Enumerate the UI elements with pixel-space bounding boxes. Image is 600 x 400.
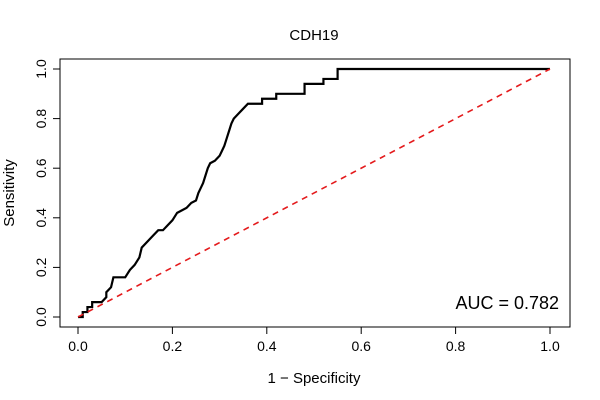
plot-layer: [77, 67, 551, 319]
roc-curve-line: [78, 67, 550, 319]
auc-annotation: AUC = 0.782: [455, 293, 559, 313]
y-tick-label: 0.6: [33, 158, 49, 178]
x-tick-label: 0.0: [68, 338, 88, 354]
x-tick-label: 1.0: [540, 338, 560, 354]
axis-layer: 0.0 0.2 0.4 0.6 0.8 1.0 0.0 0.2 0.4 0.6 0.8 1.0: [33, 59, 560, 354]
chart-title: CDH19: [289, 27, 338, 44]
y-tick-label: 1.0: [33, 59, 49, 79]
y-axis-label: Sensitivity: [1, 159, 18, 227]
y-tick-label: 0.8: [33, 109, 49, 129]
y-tick-label: 0.4: [33, 208, 49, 228]
x-tick-label: 0.6: [351, 338, 371, 354]
x-tick-label: 0.4: [257, 338, 277, 354]
x-tick-label: 0.2: [163, 338, 183, 354]
x-tick-label: 0.8: [446, 338, 466, 354]
x-axis-label: 1 − Specificity: [268, 370, 361, 387]
reference-diagonal-line: [77, 68, 551, 318]
y-tick-label: 0.2: [33, 257, 49, 277]
y-tick-label: 0.0: [33, 307, 49, 327]
